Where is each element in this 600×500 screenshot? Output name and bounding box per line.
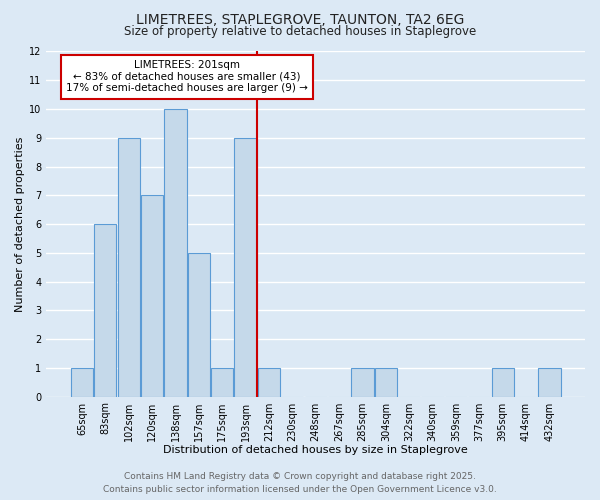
Bar xyxy=(352,368,374,396)
Text: LIMETREES, STAPLEGROVE, TAUNTON, TA2 6EG: LIMETREES, STAPLEGROVE, TAUNTON, TA2 6EG xyxy=(136,12,464,26)
Bar xyxy=(258,368,280,396)
Bar xyxy=(491,368,514,396)
Bar xyxy=(375,368,397,396)
Text: Size of property relative to detached houses in Staplegrove: Size of property relative to detached ho… xyxy=(124,25,476,38)
Bar xyxy=(118,138,140,396)
Bar xyxy=(211,368,233,396)
Bar xyxy=(94,224,116,396)
Bar xyxy=(235,138,257,396)
Bar xyxy=(538,368,560,396)
Text: LIMETREES: 201sqm
← 83% of detached houses are smaller (43)
17% of semi-detached: LIMETREES: 201sqm ← 83% of detached hous… xyxy=(66,60,308,94)
Bar xyxy=(188,253,210,396)
Bar xyxy=(164,109,187,397)
Y-axis label: Number of detached properties: Number of detached properties xyxy=(15,136,25,312)
Bar xyxy=(71,368,93,396)
Bar xyxy=(141,196,163,396)
Text: Contains HM Land Registry data © Crown copyright and database right 2025.
Contai: Contains HM Land Registry data © Crown c… xyxy=(103,472,497,494)
X-axis label: Distribution of detached houses by size in Staplegrove: Distribution of detached houses by size … xyxy=(163,445,468,455)
